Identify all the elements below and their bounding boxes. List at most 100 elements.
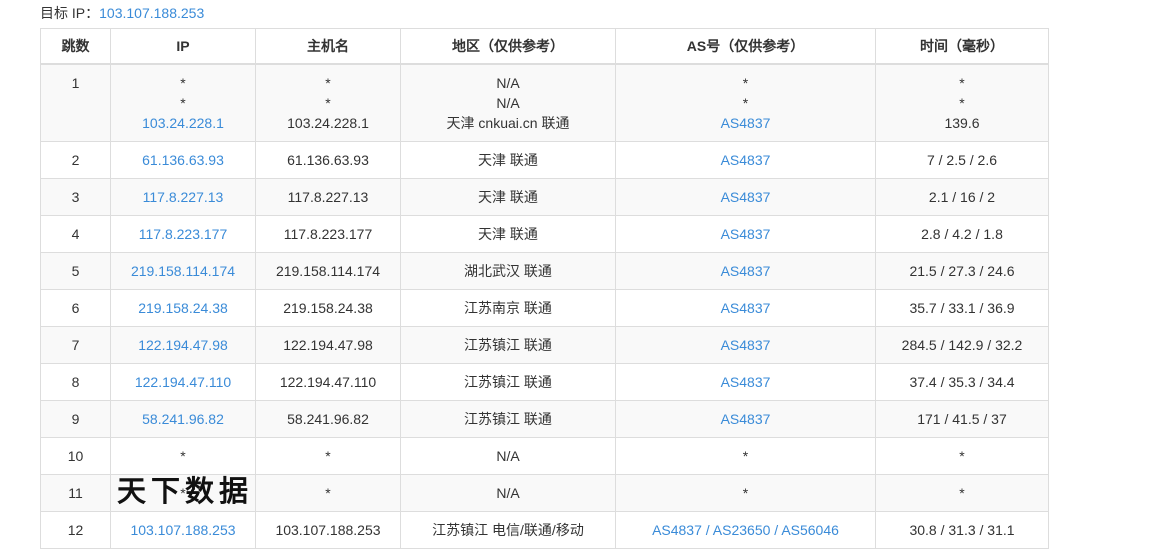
as-link[interactable]: AS4837: [720, 337, 771, 353]
cell-line: AS4837: [622, 298, 869, 318]
cell-line: *: [262, 93, 394, 113]
cell-line: 122.194.47.98: [262, 335, 394, 355]
cell-line: 219.158.24.38: [262, 298, 394, 318]
time-cell: 21.5 / 27.3 / 24.6: [875, 252, 1049, 290]
cell-line: 湖北武汉 联通: [407, 261, 609, 281]
as-cell: *: [615, 437, 876, 475]
cell-line: 30.8 / 31.3 / 31.1: [882, 520, 1042, 540]
cell-text: 122.194.47.98: [283, 337, 373, 353]
ip-link[interactable]: 122.194.47.98: [138, 337, 228, 353]
region-cell: 江苏镇江 联通: [400, 326, 616, 364]
as-cell: AS4837: [615, 363, 876, 401]
cell-line: *: [882, 73, 1042, 93]
cell-line: 2.1 / 16 / 2: [882, 187, 1042, 207]
cell-text: 219.158.114.174: [275, 263, 381, 279]
region-cell: N/A: [400, 474, 616, 512]
ip-link[interactable]: 58.241.96.82: [142, 411, 224, 427]
cell-line: 219.158.114.174: [262, 261, 394, 281]
cell-text: 江苏南京 联通: [464, 300, 552, 316]
as-link[interactable]: AS23650: [712, 522, 771, 538]
as-cell: *: [615, 474, 876, 512]
cell-line: *: [622, 93, 869, 113]
time-cell: *: [875, 437, 1049, 475]
target-ip-line: 目标 IP：103.107.188.253: [40, 2, 1049, 24]
cell-text: 103.24.228.1: [287, 115, 369, 131]
cell-line: 江苏镇江 电信/联通/移动: [407, 520, 609, 540]
traceroute-page: 目标 IP：103.107.188.253 跳数 IP 主机名 地区（仅供参考） AS号…: [40, 2, 1049, 549]
table-row-hop-1: 1 * * 103.24.228.1 * * 103.24.228.1 N/A N/A 天津 cn…: [40, 63, 1049, 142]
cell-text: 天津 联通: [478, 189, 538, 205]
ip-link[interactable]: 103.107.188.253: [130, 522, 236, 538]
cell-line: *: [262, 483, 394, 503]
cell-text: *: [325, 95, 331, 111]
cell-line: 122.194.47.98: [117, 335, 249, 355]
region-cell: 天津 联通: [400, 215, 616, 253]
cell-line: *: [882, 93, 1042, 113]
cell-line: AS4837 / AS23650 / AS56046: [622, 520, 869, 540]
table-row-hop-11: 11 * * N/A * *: [40, 474, 1049, 512]
ip-link[interactable]: 117.8.227.13: [142, 189, 224, 205]
as-link[interactable]: AS4837: [720, 189, 771, 205]
cell-line: 103.24.228.1: [262, 113, 394, 133]
host-cell: *: [255, 474, 401, 512]
ip-link[interactable]: 219.158.114.174: [130, 263, 236, 279]
as-cell: AS4837: [615, 326, 876, 364]
cell-line: N/A: [407, 73, 609, 93]
as-cell: AS4837: [615, 252, 876, 290]
cell-text: 284.5 / 142.9 / 32.2: [901, 337, 1023, 353]
cell-line: *: [262, 73, 394, 93]
cell-text: 139.6: [944, 115, 980, 131]
as-cell: AS4837: [615, 215, 876, 253]
cell-line: N/A: [407, 93, 609, 113]
cell-text: 湖北武汉 联通: [464, 263, 552, 279]
as-link[interactable]: AS4837: [720, 115, 771, 131]
cell-line: 21.5 / 27.3 / 24.6: [882, 261, 1042, 281]
as-link[interactable]: AS4837: [720, 152, 771, 168]
cell-text: *: [180, 485, 186, 501]
time-cell: 284.5 / 142.9 / 32.2: [875, 326, 1049, 364]
cell-line: AS4837: [622, 261, 869, 281]
host-cell: 103.107.188.253: [255, 511, 401, 549]
ip-link[interactable]: 103.24.228.1: [142, 115, 224, 131]
cell-text: 122.194.47.110: [279, 374, 377, 390]
region-cell: 天津 联通: [400, 178, 616, 216]
ip-cell: *: [110, 437, 256, 475]
ip-link[interactable]: 122.194.47.110: [134, 374, 232, 390]
cell-text: *: [325, 485, 331, 501]
ip-link[interactable]: 117.8.223.177: [138, 226, 228, 242]
cell-text: N/A: [496, 75, 520, 91]
as-cell: AS4837: [615, 400, 876, 438]
as-link[interactable]: AS56046: [781, 522, 839, 538]
cell-text: *: [180, 95, 186, 111]
cell-line: 天津 联通: [407, 187, 609, 207]
as-link[interactable]: AS4837: [720, 300, 771, 316]
cell-line: 139.6: [882, 113, 1042, 133]
hop-cell: 4: [40, 215, 111, 253]
as-link[interactable]: AS4837: [720, 374, 771, 390]
cell-line: 103.107.188.253: [262, 520, 394, 540]
cell-text: 天津 联通: [478, 226, 538, 242]
cell-text: 7 / 2.5 / 2.6: [926, 152, 998, 168]
cell-line: 江苏南京 联通: [407, 298, 609, 318]
as-link[interactable]: AS4837: [652, 522, 702, 538]
column-header-time: 时间（毫秒）: [875, 28, 1049, 65]
cell-text: 30.8 / 31.3 / 31.1: [909, 522, 1015, 538]
time-cell: *: [875, 474, 1049, 512]
ip-cell: 219.158.24.38: [110, 289, 256, 327]
ip-link[interactable]: 219.158.24.38: [138, 300, 228, 316]
cell-line: *: [117, 93, 249, 113]
cell-line: 171 / 41.5 / 37: [882, 409, 1042, 429]
hop-cell: 10: [40, 437, 111, 475]
host-cell: 117.8.223.177: [255, 215, 401, 253]
cell-line: *: [622, 446, 869, 466]
as-link[interactable]: AS4837: [720, 226, 771, 242]
cell-line: 117.8.223.177: [262, 224, 394, 244]
cell-text: *: [325, 448, 331, 464]
cell-text: 117.8.223.177: [283, 226, 373, 242]
hop-cell: 3: [40, 178, 111, 216]
ip-link[interactable]: 61.136.63.93: [142, 152, 224, 168]
cell-text: 天津 联通: [478, 152, 538, 168]
as-link[interactable]: AS4837: [720, 263, 771, 279]
as-link[interactable]: AS4837: [720, 411, 771, 427]
target-ip-link[interactable]: 103.107.188.253: [99, 5, 205, 21]
